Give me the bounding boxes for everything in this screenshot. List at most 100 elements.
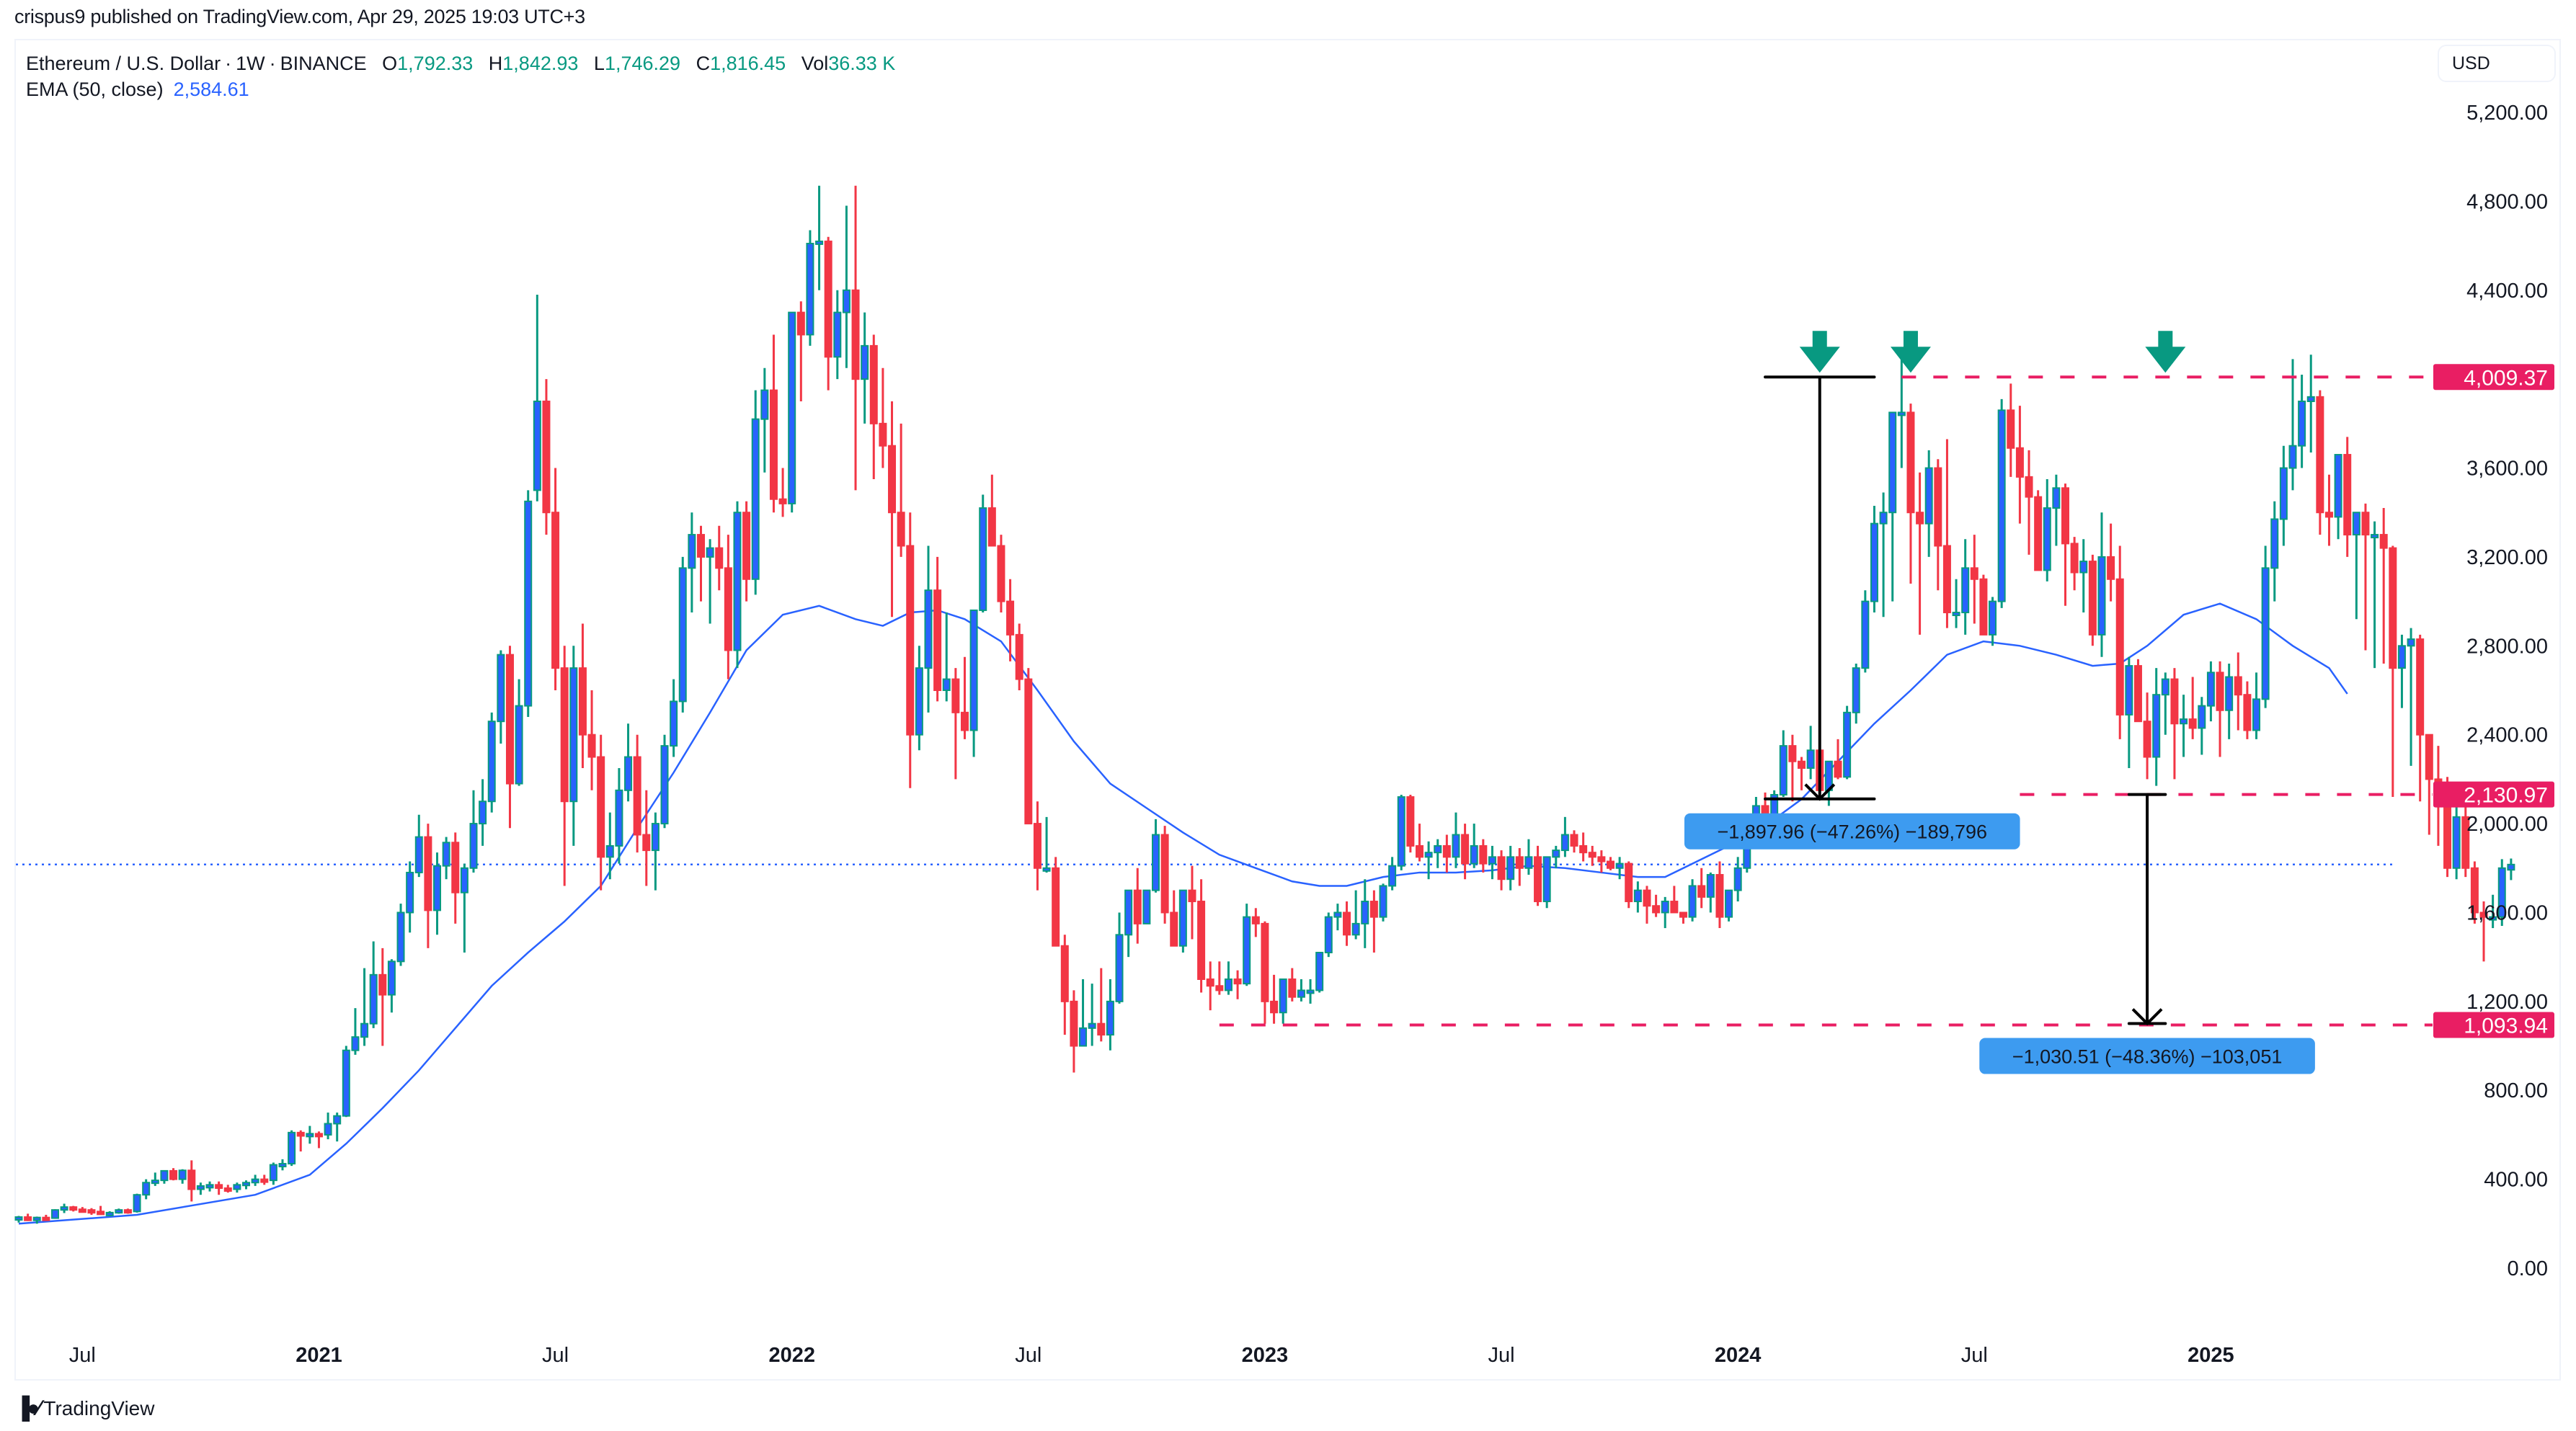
candle-body — [178, 1169, 187, 1180]
price-level-tag[interactable] — [2433, 364, 2554, 391]
candle-body — [1989, 600, 1997, 636]
candle-up — [196, 1182, 205, 1195]
time-axis[interactable]: Jul 2021 Jul 2022 Jul 2023 Jul 2024 Jul 2025 — [69, 1344, 2234, 1367]
candle-up — [1297, 979, 1305, 1002]
price-range-measure[interactable]: −1,030.51 (−48.36%) −103,051 — [1979, 793, 2315, 1074]
candle-up — [670, 679, 678, 757]
price-tick-label: 1,600.00 — [2466, 901, 2548, 924]
price-axis[interactable]: 0.00 400.00 800.00 1,200.00 1,600.00 2,000.00… — [2433, 102, 2554, 1280]
candle-down — [1597, 850, 1606, 873]
candle-body — [306, 1133, 314, 1138]
candle-body — [169, 1169, 178, 1180]
candle-down — [78, 1207, 86, 1213]
candle-body — [1552, 850, 1560, 858]
candle-body — [1070, 1000, 1078, 1047]
candle-body — [2461, 816, 2470, 869]
candle-body — [2052, 487, 2061, 509]
arrow-down-marker-icon — [2145, 331, 2186, 373]
price-level-tag-text: 1,093.94 — [2464, 1015, 2548, 1038]
candle-down — [1024, 668, 1033, 825]
candle-body — [742, 512, 751, 580]
tradingview-logo[interactable]: ▐●∕ TradingView — [14, 1396, 154, 1421]
price-level-tag[interactable] — [2433, 1012, 2554, 1038]
candle-body — [2034, 496, 2043, 571]
candle-body — [1715, 874, 1724, 918]
candle-down — [215, 1181, 223, 1195]
candle-body — [2070, 543, 2079, 574]
candle-body — [78, 1208, 86, 1213]
candle-down — [1607, 857, 1615, 870]
candle-up — [861, 312, 869, 424]
candle-body — [1615, 862, 1624, 869]
measurement-tools[interactable]: −1,897.96 (−47.26%) −189,796 −1,030.51 (−… — [1684, 375, 2315, 1074]
candle-up — [624, 723, 633, 802]
candle-up — [205, 1181, 214, 1192]
candle-down — [1515, 848, 1524, 886]
candle-body — [515, 705, 523, 785]
horizontal-levels[interactable] — [1219, 375, 2433, 1027]
price-range-measure[interactable]: −1,897.96 (−47.26%) −189,796 — [1684, 375, 2020, 850]
candle-body — [1115, 934, 1124, 1002]
indicator-row[interactable]: EMA (50, close) 2,584.61 — [26, 76, 895, 102]
candle-body — [1979, 578, 1988, 636]
candle-down — [1288, 968, 1297, 1002]
candle-body — [1379, 885, 1387, 918]
candle-down — [1534, 845, 1542, 906]
candle-body — [1906, 411, 1915, 514]
candle-down — [1570, 830, 1578, 853]
candle-body — [1188, 889, 1196, 903]
candle-up — [2252, 672, 2261, 739]
currency-button[interactable]: USD — [2438, 45, 2556, 82]
candle-up — [14, 1216, 23, 1223]
candle-body — [869, 344, 878, 424]
candle-body — [151, 1180, 159, 1185]
candle-up — [1152, 819, 1160, 893]
candle-up — [2397, 634, 2406, 708]
candle-body — [1270, 1000, 1279, 1014]
candle-body — [597, 756, 605, 858]
candle-down — [1251, 908, 1260, 937]
symbol-name[interactable]: Ethereum / U.S. Dollar — [26, 53, 221, 74]
candle-down — [1206, 961, 1214, 1011]
candle-body — [2007, 409, 2015, 449]
interval-label[interactable]: 1W — [236, 53, 265, 74]
candle-body — [769, 389, 778, 500]
candle-body — [2015, 447, 2024, 478]
candle-up — [2225, 663, 2234, 739]
candle-up — [2288, 359, 2297, 491]
candle-body — [1788, 745, 1797, 762]
candle-body — [733, 512, 742, 651]
candle-up — [278, 1159, 287, 1171]
candle-body — [1124, 889, 1133, 936]
candle-up — [1361, 879, 1369, 948]
candle-body — [351, 1036, 360, 1051]
candle-down — [2470, 861, 2479, 924]
candle-body — [1688, 885, 1697, 918]
candle-body — [1224, 978, 1233, 991]
candle-body — [1997, 409, 2006, 602]
candle-up — [1434, 839, 1442, 868]
candle-down — [542, 379, 551, 535]
candle-body — [806, 242, 814, 336]
candle-up — [1952, 579, 1960, 628]
candle-body — [861, 344, 869, 380]
time-tick-label: Jul — [69, 1344, 96, 1367]
candle-down — [1788, 734, 1797, 802]
candle-body — [1597, 856, 1606, 862]
candle-up — [660, 734, 669, 829]
candle-body — [1961, 567, 1970, 614]
high-label: H — [488, 53, 503, 74]
candle-body — [2288, 445, 2297, 469]
candle-body — [50, 1209, 59, 1219]
candle-body — [1160, 834, 1169, 914]
ema-50-line — [18, 602, 2348, 1225]
candle-up — [1560, 816, 1569, 857]
candle-up — [651, 812, 659, 891]
candle-body — [2452, 816, 2461, 869]
price-level-tag[interactable] — [2433, 781, 2554, 808]
symbol-row: Ethereum / U.S. Dollar · 1W · BINANCE O1,792… — [26, 50, 895, 76]
candle-body — [1452, 834, 1460, 858]
candle-down — [1461, 824, 1470, 880]
candle-up — [1388, 857, 1397, 891]
